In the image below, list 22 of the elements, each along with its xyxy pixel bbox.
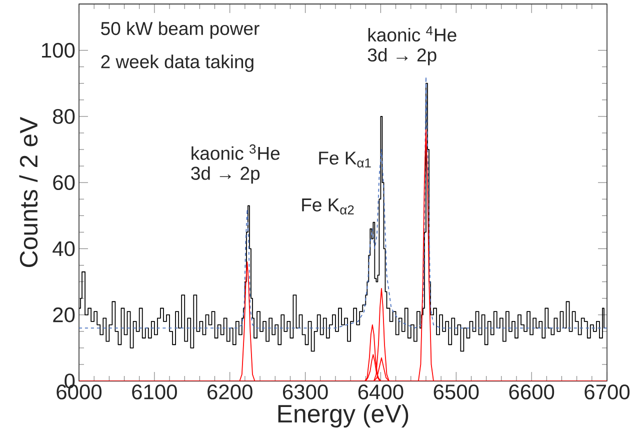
annotation: kaonic $^{3}$He <box>192 144 280 160</box>
annotation: 50 kW beam power <box>101 22 260 39</box>
x-tick-label: 6200 <box>208 384 252 400</box>
annotation: Fe K$_{α2}$ <box>302 198 354 214</box>
x-tick-label: 6500 <box>434 384 479 400</box>
y-tick-label: 100 <box>42 42 75 58</box>
annotation: 3d → 2p <box>368 48 436 66</box>
y-tick-label: 80 <box>53 109 75 124</box>
x-tick-label: 6400 <box>358 384 404 400</box>
annotation: 2 week data taking <box>101 54 254 72</box>
annotation: Fe K$_{α1}$ <box>319 152 371 168</box>
x-axis-title: Energy (eV) <box>278 404 408 428</box>
x-tick-label: 6600 <box>509 384 554 400</box>
annotation: kaonic $^{4}$He <box>368 26 456 42</box>
x-tick-label: 6100 <box>132 384 177 400</box>
x-tick-label: 6300 <box>282 384 328 400</box>
annotation: 3d → 2p <box>191 166 260 184</box>
y-tick-label: 20 <box>53 307 75 322</box>
y-tick-label: 40 <box>52 241 75 256</box>
y-axis-title: Counts / 2 eV <box>19 116 38 267</box>
y-tick-label: 60 <box>53 175 75 190</box>
x-tick-label: 6700 <box>584 384 630 400</box>
